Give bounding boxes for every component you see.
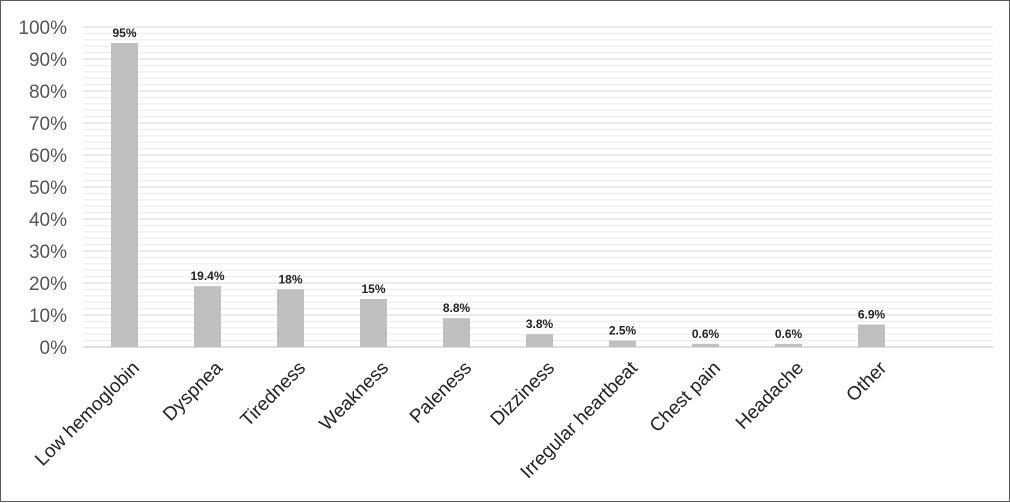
x-tick-label: Other	[843, 357, 892, 406]
x-tick-label: Paleness	[406, 358, 476, 428]
x-tick-label: Chest pain	[646, 358, 725, 437]
x-tick-label: Weakness	[316, 358, 393, 435]
data-label: 19.4%	[190, 269, 224, 283]
bar	[692, 343, 719, 347]
y-tick-label: 20%	[29, 274, 67, 295]
bar	[526, 334, 553, 347]
data-label: 0.6%	[692, 327, 720, 341]
data-label: 3.8%	[526, 317, 554, 331]
y-tick-label: 80%	[29, 82, 67, 103]
y-tick-label: 30%	[29, 242, 67, 263]
y-tick-label: 0%	[40, 338, 68, 359]
y-tick-label: 40%	[29, 210, 67, 231]
bar	[194, 286, 221, 347]
data-labels: 95% 19.4% 18% 15% 8.8% 3.8% 2.5% 0.6% 0.6% 6.9%	[112, 26, 885, 341]
bar	[609, 340, 636, 347]
x-tick-label: Dizziness	[487, 358, 559, 430]
gridlines	[83, 26, 993, 348]
y-tick-label: 50%	[29, 178, 67, 199]
bars	[111, 43, 885, 347]
x-tick-label: Low hemoglobin	[31, 358, 144, 471]
y-tick-label: 70%	[29, 114, 67, 135]
y-tick-label: 10%	[29, 306, 67, 327]
data-label: 95%	[112, 26, 136, 40]
bar	[443, 318, 470, 347]
x-tick-label: Tiredness	[237, 358, 310, 431]
data-label: 6.9%	[858, 308, 886, 322]
bar	[858, 324, 885, 347]
bar	[277, 289, 304, 347]
y-axis: 0% 10% 20% 30% 40% 50% 60% 70% 80% 90% 100%	[18, 18, 67, 359]
data-label: 0.6%	[775, 327, 803, 341]
bar	[111, 43, 138, 347]
x-tick-label: Dyspnea	[159, 357, 227, 425]
data-label: 18%	[278, 272, 302, 286]
x-tick-label: Headache	[732, 358, 808, 434]
bar	[360, 299, 387, 347]
y-tick-label: 90%	[29, 50, 67, 71]
data-label: 8.8%	[443, 301, 471, 315]
data-label: 2.5%	[609, 324, 637, 338]
data-label: 15%	[361, 282, 385, 296]
bar	[775, 343, 802, 347]
y-tick-label: 60%	[29, 146, 67, 167]
x-axis: Low hemoglobin Dyspnea Tiredness Weakness Pa…	[31, 357, 891, 483]
y-tick-label: 100%	[18, 18, 67, 39]
